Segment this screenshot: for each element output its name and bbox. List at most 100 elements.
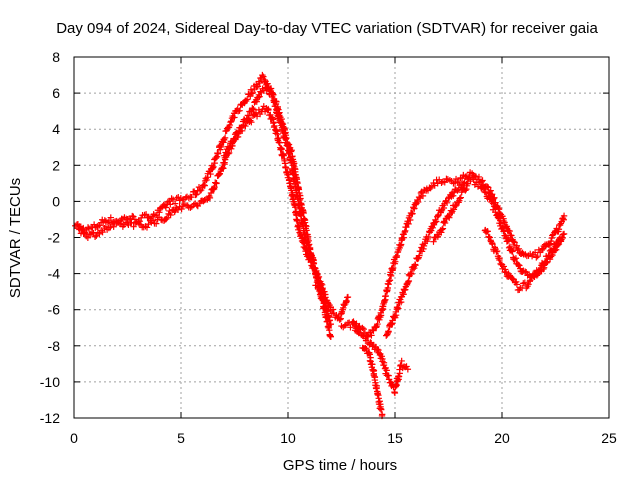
data-point xyxy=(429,224,436,232)
data-point xyxy=(415,193,423,201)
series-track-e xyxy=(359,344,386,420)
data-point xyxy=(169,196,177,203)
series-track-j xyxy=(312,278,352,323)
data-point xyxy=(365,350,372,357)
data-point xyxy=(407,216,414,224)
data-point xyxy=(236,107,243,114)
data-point xyxy=(193,191,200,198)
data-point xyxy=(493,247,501,255)
data-point xyxy=(409,210,416,217)
data-point xyxy=(253,98,260,105)
data-point xyxy=(508,232,515,239)
grid xyxy=(74,57,609,418)
data-point xyxy=(315,273,323,281)
data-point xyxy=(238,127,246,134)
data-point xyxy=(187,204,194,211)
y-tick-label: -12 xyxy=(40,410,60,426)
data-point xyxy=(525,281,532,288)
data-point xyxy=(310,264,317,271)
data-point xyxy=(206,194,214,202)
data-point xyxy=(505,237,513,244)
y-tick-label: 6 xyxy=(52,85,60,101)
data-point xyxy=(393,252,401,260)
data-point xyxy=(81,228,88,236)
data-point xyxy=(300,237,307,244)
data-point xyxy=(388,321,395,328)
data-point xyxy=(496,255,503,262)
data-point xyxy=(381,297,388,304)
data-point xyxy=(290,200,298,208)
data-point xyxy=(273,98,280,106)
data-point xyxy=(476,179,483,186)
data-point xyxy=(456,195,463,202)
data-point xyxy=(521,268,529,275)
data-point xyxy=(454,187,461,194)
data-point xyxy=(228,118,235,125)
data-point xyxy=(479,177,486,184)
data-point xyxy=(441,219,449,227)
data-point xyxy=(378,411,386,418)
data-point xyxy=(234,133,242,141)
data-point xyxy=(300,209,307,217)
data-point xyxy=(229,139,237,146)
data-point xyxy=(214,150,222,157)
data-point xyxy=(511,256,518,263)
data-point xyxy=(218,143,225,151)
data-point xyxy=(375,395,382,402)
data-point xyxy=(515,261,522,269)
data-point xyxy=(284,168,291,175)
data-point xyxy=(197,186,205,194)
data-point xyxy=(347,324,354,331)
data-point xyxy=(222,149,229,156)
data-point xyxy=(548,248,556,256)
data-point xyxy=(94,222,102,230)
y-tick-label: -8 xyxy=(48,338,61,354)
data-point xyxy=(360,325,367,333)
data-point xyxy=(412,262,419,269)
data-point xyxy=(196,187,204,195)
data-point xyxy=(509,247,516,255)
data-point xyxy=(226,121,234,129)
data-point xyxy=(485,233,493,240)
data-point xyxy=(379,358,386,365)
data-point xyxy=(256,93,263,100)
data-point xyxy=(336,316,343,323)
data-point xyxy=(385,328,392,336)
data-point xyxy=(359,324,366,332)
data-point xyxy=(512,255,520,262)
data-point xyxy=(481,188,488,196)
data-point xyxy=(248,118,255,126)
series-track-g xyxy=(383,174,568,339)
data-point xyxy=(405,220,412,228)
data-point xyxy=(364,333,372,340)
data-point xyxy=(513,281,521,288)
data-point xyxy=(265,106,272,114)
data-point xyxy=(163,214,171,221)
data-point xyxy=(211,183,218,191)
data-point xyxy=(253,83,260,91)
tick-marks xyxy=(73,56,610,419)
data-point xyxy=(484,228,491,235)
data-point xyxy=(395,305,402,312)
data-point xyxy=(534,252,541,260)
data-point xyxy=(279,151,287,158)
data-point xyxy=(443,199,451,207)
data-point xyxy=(244,96,251,103)
data-point xyxy=(322,294,329,301)
data-point xyxy=(319,286,326,293)
data-point xyxy=(294,217,301,225)
x-tick-label: 5 xyxy=(177,430,185,446)
data-point xyxy=(369,361,376,368)
data-point xyxy=(527,276,534,284)
data-point xyxy=(457,194,464,201)
data-point xyxy=(252,109,260,116)
data-point xyxy=(313,269,320,277)
data-point xyxy=(495,204,502,212)
data-point xyxy=(166,207,173,215)
data-point xyxy=(372,379,379,386)
data-point xyxy=(370,327,377,334)
x-tick-label: 0 xyxy=(70,430,78,446)
data-point xyxy=(167,201,174,208)
data-point xyxy=(301,219,309,226)
